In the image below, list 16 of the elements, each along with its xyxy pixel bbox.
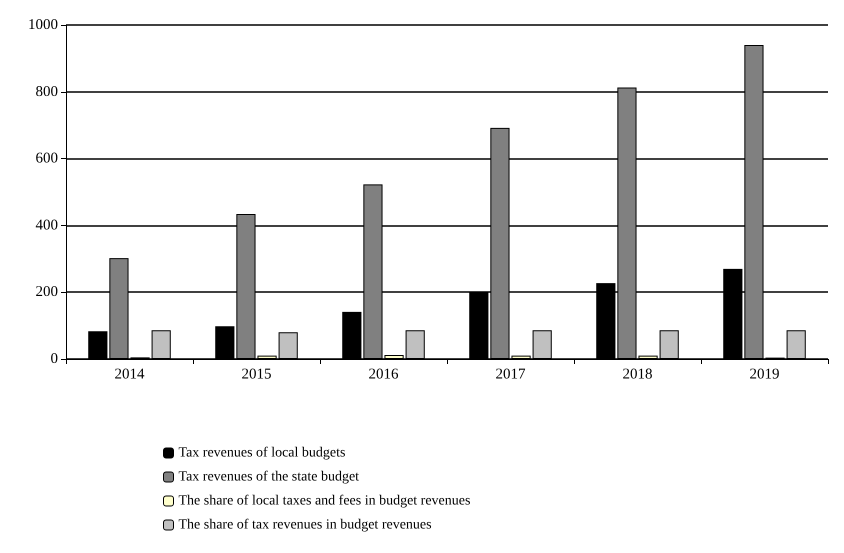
y-tick-label: 200 bbox=[36, 284, 58, 300]
y-tick-label: 600 bbox=[36, 150, 58, 167]
y-tick-label: 0 bbox=[50, 351, 58, 367]
x-tick-label: 2018 bbox=[622, 366, 652, 382]
x-tick-label: 2019 bbox=[750, 366, 780, 382]
x-tick-label: 2015 bbox=[242, 366, 272, 382]
legend-label: Tax revenues of the state budget bbox=[178, 470, 360, 484]
legend-label: The share of tax revenues in budget revenues bbox=[178, 518, 432, 532]
y-tick-label: 800 bbox=[36, 84, 58, 100]
y-tick-label: 400 bbox=[36, 217, 58, 234]
x-tick-label: 2016 bbox=[368, 366, 399, 382]
legend-label: The share of local taxes and fees in budget revenues bbox=[178, 494, 470, 508]
legend-label: Tax revenues of local budgets bbox=[178, 446, 346, 460]
y-tick-label: 1000 bbox=[28, 17, 58, 33]
x-tick-label: 2014 bbox=[114, 366, 145, 382]
x-tick-label: 2017 bbox=[496, 366, 526, 382]
